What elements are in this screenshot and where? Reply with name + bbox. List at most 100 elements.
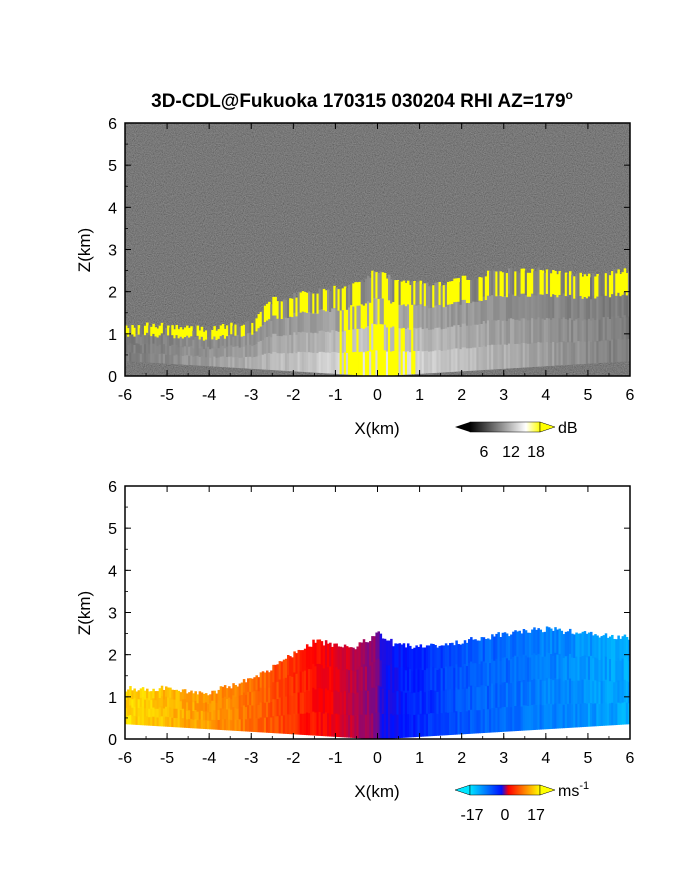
- velocity-echo-cell: [625, 637, 629, 660]
- intensity-echo-cell: [434, 282, 437, 306]
- intensity-echo-cell: [568, 294, 572, 319]
- intensity-echo-cell: [583, 341, 587, 364]
- velocity-echo-cell: [390, 638, 393, 665]
- intensity-echo-cell: [350, 327, 353, 352]
- intensity-echo-cell: [232, 325, 235, 337]
- velocity-echo-cell: [463, 663, 467, 688]
- intensity-echo-cell: [558, 271, 561, 295]
- velocity-echo-cell: [524, 680, 528, 706]
- intensity-echo-cell: [198, 339, 202, 349]
- intensity-echo-cell: [501, 320, 505, 345]
- intensity-echo-cell: [278, 335, 282, 354]
- intensity-echo-cell: [135, 333, 139, 344]
- intensity-echo-cell: [417, 350, 420, 374]
- intensity-echo-cell: [499, 319, 503, 345]
- intensity-echo-cell: [238, 347, 242, 358]
- intensity-echo-cell: [194, 355, 197, 366]
- velocity-echo-cell: [240, 706, 244, 720]
- intensity-echo-cell: [228, 356, 231, 368]
- intensity-echo-cell: [564, 318, 568, 343]
- intensity-echo-cell: [356, 328, 359, 353]
- velocity-echo-cell: [360, 666, 364, 691]
- intensity-echo-cell: [486, 270, 490, 296]
- intensity-echo-cell: [444, 306, 448, 329]
- intensity-echo-cell: [495, 271, 498, 297]
- velocity-echo-cell: [141, 696, 145, 707]
- velocity-echo-cell: [190, 709, 193, 719]
- velocity-echo-cell: [440, 712, 444, 736]
- intensity-echo-cell: [129, 333, 132, 344]
- velocity-echo-cell: [226, 698, 229, 710]
- velocity-echo-cell: [135, 708, 139, 717]
- velocity-echo-cell: [491, 707, 494, 733]
- intensity-echo-cell: [299, 331, 303, 353]
- velocity-echo-cell: [175, 708, 179, 719]
- velocity-echo-cell: [152, 716, 155, 726]
- intensity-echo-cell: [188, 346, 191, 356]
- velocity-echo-cell: [537, 678, 540, 705]
- intensity-echo-cell: [396, 351, 399, 376]
- intensity-echo-cell: [141, 352, 145, 363]
- velocity-echo-cell: [413, 669, 416, 693]
- velocity-echo-cell: [585, 680, 589, 704]
- velocity-echo-cell: [171, 698, 174, 709]
- velocity-echo-cell: [171, 689, 174, 700]
- velocity-echo-cell: [398, 666, 402, 691]
- velocity-echo-cell: [446, 690, 450, 713]
- intensity-echo-cell: [541, 318, 545, 343]
- intensity-echo-cell: [150, 326, 153, 337]
- intensity-echo-cell: [211, 348, 214, 358]
- velocity-echo-cell: [308, 668, 311, 692]
- intensity-echo-cell: [137, 343, 141, 353]
- velocity-echo-cell: [143, 690, 147, 700]
- intensity-echo-cell: [188, 337, 191, 347]
- intensity-echo-cell: [602, 271, 606, 295]
- velocity-echo-cell: [259, 687, 263, 703]
- intensity-echo-cell: [406, 327, 410, 352]
- velocity-echo-cell: [204, 693, 208, 703]
- intensity-echo-cell: [341, 352, 345, 375]
- velocity-echo-cell: [455, 663, 458, 688]
- intensity-echo-cell: [341, 331, 345, 353]
- velocity-echo-cell: [558, 678, 561, 704]
- intensity-echo-cell: [625, 317, 629, 340]
- velocity-echo-cell: [177, 717, 181, 728]
- intensity-echo-cell: [453, 324, 456, 349]
- velocity-echo-cell: [375, 632, 378, 660]
- intensity-echo-cell: [547, 317, 551, 343]
- intensity-echo-cell: [558, 294, 561, 319]
- velocity-echo-cell: [158, 707, 162, 717]
- velocity-echo-cell: [146, 706, 149, 717]
- intensity-echo-cell: [486, 344, 490, 370]
- velocity-echo-cell: [299, 713, 303, 735]
- intensity-echo-cell: [398, 351, 402, 376]
- intensity-echo-cell: [167, 335, 170, 345]
- intensity-echo-cell: [270, 304, 273, 321]
- intensity-echo-cell: [139, 344, 143, 354]
- velocity-echo-cell: [459, 666, 463, 690]
- velocity-echo-cell: [211, 700, 214, 711]
- velocity-echo-cell: [297, 649, 301, 672]
- intensity-echo-cell: [371, 270, 374, 298]
- intensity-echo-cell: [129, 351, 132, 362]
- velocity-echo-cell: [369, 689, 372, 715]
- velocity-echo-cell: [341, 647, 345, 671]
- velocity-echo-cell: [291, 695, 294, 716]
- intensity-echo-cell: [512, 294, 515, 320]
- intensity-echo-cell: [177, 329, 181, 339]
- intensity-echo-cell: [592, 340, 595, 364]
- velocity-echo-cell: [482, 708, 486, 734]
- intensity-echo-cell: [282, 334, 286, 354]
- velocity-echo-cell: [486, 708, 490, 733]
- intensity-echo-cell: [627, 271, 630, 295]
- intensity-echo-cell: [451, 281, 454, 305]
- intensity-echo-cell: [329, 332, 332, 354]
- velocity-echo-cell: [598, 659, 601, 682]
- intensity-echo-cell: [221, 356, 225, 368]
- intensity-echo-cell: [272, 315, 275, 334]
- intensity-echo-cell: [383, 298, 387, 325]
- velocity-echo-cell: [265, 670, 269, 687]
- intensity-echo-cell: [303, 351, 307, 373]
- intensity-echo-cell: [606, 293, 610, 317]
